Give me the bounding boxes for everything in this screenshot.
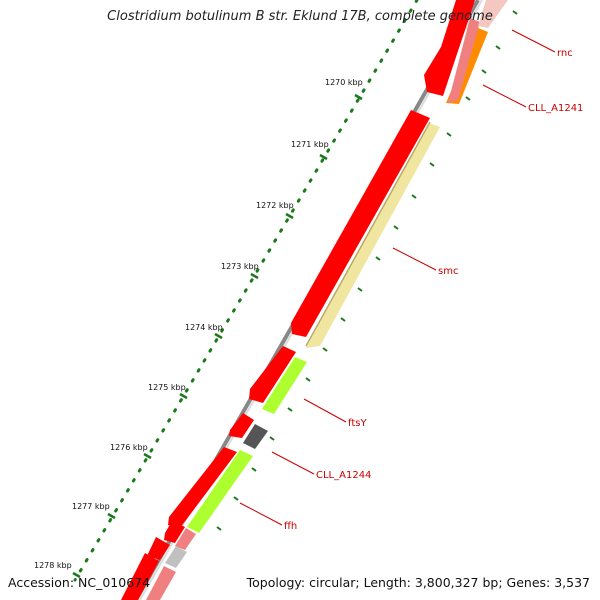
gene-ffh-lime — [187, 450, 253, 533]
map-title: Clostridium botulinum B str. Eklund 17B,… — [107, 9, 493, 24]
gene-small-gray — [165, 546, 187, 568]
gene-label-CLL_A1244[interactable]: CLL_A1244 — [316, 470, 371, 481]
tick-label-1276: 1276 kbp — [110, 443, 148, 452]
gene-smc-yellow — [306, 123, 440, 348]
gene-small-salmon — [175, 528, 196, 550]
tick-label-1273: 1273 kbp — [221, 262, 259, 271]
reverse-strand — [146, 0, 508, 600]
major-tick — [214, 332, 223, 340]
gene-label-rnc[interactable]: rnc — [557, 48, 573, 59]
gene-CLL_A1244-gray — [243, 424, 268, 449]
tick-label-1275: 1275 kbp — [148, 383, 186, 392]
gene-label-smc[interactable]: smc — [438, 266, 458, 277]
gene-ffh-block — [168, 447, 237, 528]
major-tick — [143, 452, 152, 460]
tick-label-1278: 1278 kbp — [34, 561, 72, 570]
gene-label-CLL_A1241[interactable]: CLL_A1241 — [528, 103, 583, 114]
major-tick — [72, 571, 81, 579]
label-leaders — [239, 29, 556, 526]
gene-top-pale — [478, 0, 508, 28]
gene-small-c — [121, 553, 159, 600]
gene-CLL_A1241-salmon — [448, 18, 480, 103]
major-tick — [179, 392, 188, 400]
gene-smc-shadow — [305, 121, 431, 347]
major-tick — [319, 153, 328, 161]
outer-ticks — [216, 10, 518, 531]
gene-CLL_A1244-block — [229, 413, 254, 438]
gene-rnc-block — [424, 0, 475, 96]
major-ticks — [72, 93, 363, 579]
tick-label-1272: 1272 kbp — [256, 201, 294, 210]
tick-label-1274: 1274 kbp — [185, 323, 223, 332]
major-tick — [250, 272, 259, 280]
major-tick — [285, 212, 294, 220]
gene-small-salmon-2 — [146, 566, 176, 600]
gene-ftsY-block — [249, 346, 296, 403]
tick-label-1277: 1277 kbp — [72, 502, 110, 511]
topology-summary: Topology: circular; Length: 3,800,327 bp… — [246, 575, 590, 590]
gene-small-b — [147, 537, 170, 560]
gene-ftsY-lime — [262, 357, 307, 414]
major-tick — [107, 512, 116, 520]
gene-label-ffh[interactable]: ffh — [284, 521, 297, 532]
major-tick — [354, 93, 363, 101]
tick-label-1271: 1271 kbp — [291, 140, 329, 149]
tick-label-1270: 1270 kbp — [325, 78, 363, 87]
scale-track — [73, 0, 419, 582]
accession-text: Accession: NC_010674 — [8, 575, 151, 590]
gene-smc-block — [291, 110, 430, 337]
forward-strand — [121, 0, 475, 600]
gene-small-a — [164, 521, 185, 543]
gene-label-ftsY[interactable]: ftsY — [348, 418, 367, 429]
